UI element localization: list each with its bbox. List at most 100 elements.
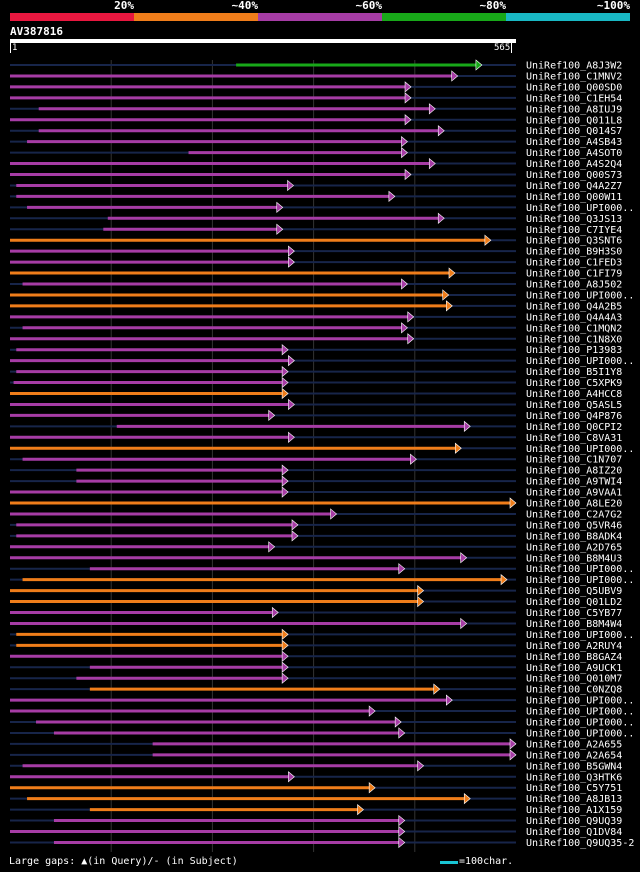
- hit-row[interactable]: UniRef100_Q5ASL5: [10, 398, 622, 411]
- hit-name-label[interactable]: UniRef100_A4SB43: [526, 137, 622, 148]
- hit-row[interactable]: UniRef100_C7IYE4: [10, 223, 622, 236]
- hit-name-label[interactable]: UniRef100_Q4A2B5: [526, 301, 622, 312]
- hit-row[interactable]: UniRef100_UPI000..: [10, 289, 634, 302]
- hit-name-label[interactable]: UniRef100_C7IYE4: [526, 225, 622, 236]
- hit-row[interactable]: UniRef100_C1N707: [10, 453, 622, 466]
- hit-row[interactable]: UniRef100_UPI000..: [10, 563, 634, 576]
- hit-row[interactable]: UniRef100_Q4A2Z7: [10, 179, 622, 192]
- hit-row[interactable]: UniRef100_B8GAZ4: [10, 650, 622, 663]
- hit-name-label[interactable]: UniRef100_A4SOT0: [526, 148, 622, 159]
- hit-name-label[interactable]: UniRef100_UPI000..: [526, 718, 634, 729]
- hit-name-label[interactable]: UniRef100_Q00SD0: [526, 82, 622, 93]
- hit-name-label[interactable]: UniRef100_A2RUY4: [526, 641, 622, 652]
- hit-name-label[interactable]: UniRef100_Q5ASL5: [526, 400, 622, 411]
- hit-row[interactable]: UniRef100_Q0CPI2: [10, 420, 622, 433]
- hit-row[interactable]: UniRef100_A4S2Q4: [10, 157, 622, 171]
- hit-name-label[interactable]: UniRef100_A9VAA1: [526, 488, 622, 499]
- hit-name-label[interactable]: UniRef100_A8J502: [526, 280, 622, 291]
- hit-row[interactable]: UniRef100_B8ADK4: [10, 530, 622, 543]
- hit-name-label[interactable]: UniRef100_C1FI79: [526, 269, 622, 280]
- hit-name-label[interactable]: UniRef100_A4S2Q4: [526, 159, 622, 170]
- hit-row[interactable]: UniRef100_B5GWN4: [10, 760, 622, 773]
- hit-row[interactable]: UniRef100_Q4P876: [10, 409, 622, 422]
- hit-row[interactable]: UniRef100_A8JB13: [10, 793, 622, 806]
- hit-name-label[interactable]: UniRef100_A9TWI4: [526, 477, 622, 488]
- hit-row[interactable]: UniRef100_C5YB77: [10, 606, 622, 620]
- hit-row[interactable]: UniRef100_A2A654: [10, 749, 622, 762]
- hit-name-label[interactable]: UniRef100_Q3JS13: [526, 214, 622, 225]
- hit-name-label[interactable]: UniRef100_Q00S73: [526, 170, 622, 181]
- hit-name-label[interactable]: UniRef100_B5GWN4: [526, 761, 622, 772]
- hit-name-label[interactable]: UniRef100_A8LE20: [526, 499, 622, 510]
- hit-name-label[interactable]: UniRef100_Q9UQ39: [526, 816, 622, 827]
- hit-row[interactable]: UniRef100_A9TWI4: [10, 475, 622, 488]
- hit-row[interactable]: UniRef100_UPI000..: [10, 694, 634, 707]
- hit-row[interactable]: UniRef100_UPI000..: [10, 727, 634, 740]
- hit-name-label[interactable]: UniRef100_B5I1Y8: [526, 367, 622, 378]
- hit-row[interactable]: UniRef100_Q00S73: [10, 168, 622, 182]
- hit-name-label[interactable]: UniRef100_A1X159: [526, 805, 622, 816]
- hit-name-label[interactable]: UniRef100_B8M4W4: [526, 619, 622, 630]
- hit-name-label[interactable]: UniRef100_Q5VR46: [526, 520, 622, 531]
- hit-name-label[interactable]: UniRef100_Q3HTK6: [526, 772, 622, 783]
- hit-name-label[interactable]: UniRef100_C1N8X0: [526, 334, 622, 345]
- hit-name-label[interactable]: UniRef100_A8IZ20: [526, 466, 622, 477]
- hit-row[interactable]: UniRef100_Q3HTK6: [10, 771, 622, 784]
- hit-row[interactable]: UniRef100_UPI000..: [10, 628, 634, 641]
- hit-name-label[interactable]: UniRef100_UPI000..: [526, 290, 634, 301]
- hit-row[interactable]: UniRef100_Q011L8: [10, 114, 622, 127]
- hit-row[interactable]: UniRef100_B9H3S0: [10, 245, 622, 258]
- hit-name-label[interactable]: UniRef100_A8IUJ9: [526, 104, 622, 115]
- hit-name-label[interactable]: UniRef100_Q1DV84: [526, 827, 622, 838]
- hit-row[interactable]: UniRef100_UPI000..: [10, 705, 634, 718]
- hit-name-label[interactable]: UniRef100_A9UCK1: [526, 663, 622, 674]
- hit-name-label[interactable]: UniRef100_Q00W11: [526, 192, 622, 203]
- hit-name-label[interactable]: UniRef100_Q4A4A3: [526, 312, 622, 323]
- hit-name-label[interactable]: UniRef100_C8VA31: [526, 433, 622, 444]
- hit-row[interactable]: UniRef100_C8VA31: [10, 431, 622, 444]
- hit-row[interactable]: UniRef100_P13983: [10, 344, 622, 357]
- hit-name-label[interactable]: UniRef100_UPI000..: [526, 575, 634, 586]
- hit-row[interactable]: UniRef100_UPI000..: [10, 355, 634, 368]
- hit-name-label[interactable]: UniRef100_UPI000..: [526, 356, 634, 367]
- hit-name-label[interactable]: UniRef100_C0NZQ8: [526, 685, 622, 696]
- hit-row[interactable]: UniRef100_A4SB43: [10, 136, 622, 149]
- hit-row[interactable]: UniRef100_B8M4W4: [10, 617, 622, 630]
- hit-row[interactable]: UniRef100_Q3SNT6: [10, 234, 622, 247]
- hit-row[interactable]: UniRef100_Q4A4A3: [10, 311, 622, 324]
- hit-name-label[interactable]: UniRef100_UPI000..: [526, 630, 634, 641]
- hit-row[interactable]: UniRef100_Q3JS13: [10, 212, 622, 225]
- hit-row[interactable]: UniRef100_Q9UQ39: [10, 814, 622, 828]
- hit-row[interactable]: UniRef100_B8M4U3: [10, 552, 622, 565]
- hit-row[interactable]: UniRef100_Q014S7: [10, 125, 622, 138]
- hit-row[interactable]: UniRef100_A9UCK1: [10, 661, 622, 674]
- hit-row[interactable]: UniRef100_Q00W11: [10, 190, 622, 203]
- hit-row[interactable]: UniRef100_C2A7G2: [10, 508, 622, 521]
- hit-name-label[interactable]: UniRef100_UPI000..: [526, 696, 634, 707]
- hit-row[interactable]: UniRef100_Q00SD0: [10, 81, 622, 94]
- hit-row[interactable]: UniRef100_A4SOT0: [10, 146, 622, 160]
- hit-row[interactable]: UniRef100_C1EH54: [10, 92, 622, 105]
- hit-row[interactable]: UniRef100_A9VAA1: [10, 486, 622, 499]
- hit-name-label[interactable]: UniRef100_UPI000..: [526, 444, 634, 455]
- hit-row[interactable]: UniRef100_A8IUJ9: [10, 103, 622, 116]
- hit-name-label[interactable]: UniRef100_C1EH54: [526, 93, 622, 104]
- hit-name-label[interactable]: UniRef100_C5XPK9: [526, 378, 622, 389]
- hit-row[interactable]: UniRef100_A2A655: [10, 738, 622, 751]
- hit-name-label[interactable]: UniRef100_C1FED3: [526, 258, 622, 269]
- hit-name-label[interactable]: UniRef100_B8GAZ4: [526, 652, 622, 663]
- hit-name-label[interactable]: UniRef100_Q9UQ35-2: [526, 838, 634, 849]
- hit-name-label[interactable]: UniRef100_C2A7G2: [526, 509, 622, 520]
- hit-row[interactable]: UniRef100_UPI000..: [10, 574, 634, 587]
- hit-name-label[interactable]: UniRef100_Q3SNT6: [526, 236, 622, 247]
- hit-name-label[interactable]: UniRef100_C1N707: [526, 455, 622, 466]
- hit-name-label[interactable]: UniRef100_A8J3W2: [526, 61, 622, 72]
- hit-row[interactable]: UniRef100_A4HCC8: [10, 387, 622, 401]
- hit-name-label[interactable]: UniRef100_Q4A2Z7: [526, 181, 622, 192]
- hit-name-label[interactable]: UniRef100_C5Y751: [526, 783, 622, 794]
- hit-name-label[interactable]: UniRef100_Q0CPI2: [526, 422, 622, 433]
- hit-name-label[interactable]: UniRef100_Q01LD2: [526, 597, 622, 608]
- hit-row[interactable]: UniRef100_A2RUY4: [10, 639, 622, 652]
- hit-name-label[interactable]: UniRef100_UPI000..: [526, 707, 634, 718]
- hit-name-label[interactable]: UniRef100_A2A655: [526, 739, 622, 750]
